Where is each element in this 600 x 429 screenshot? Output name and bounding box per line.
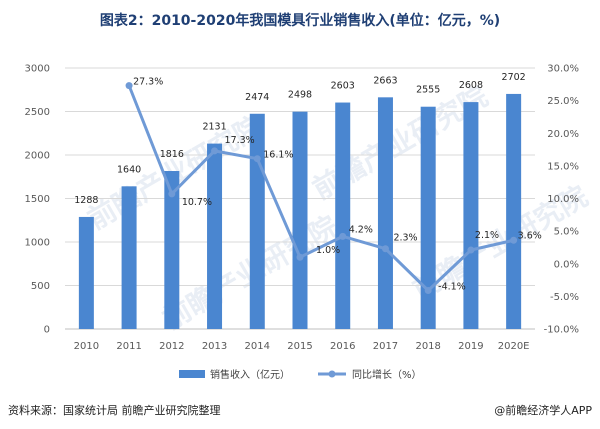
bar-value-label: 1640 [117, 164, 141, 175]
left-tick-label: 0 [44, 325, 50, 336]
left-axis: 0 500 1000 1500 2000 2500 3000 [25, 64, 50, 336]
bar-value-label: 2608 [459, 80, 483, 91]
growth-point [381, 245, 389, 253]
growth-value-label: 10.7% [182, 197, 212, 208]
right-tick-label: 10.0% [547, 194, 579, 205]
right-tick-label: 0.0% [554, 259, 579, 270]
growth-value-label: -4.1% [438, 282, 466, 293]
growth-line [127, 85, 514, 293]
bar [207, 143, 223, 329]
bar-value-label: 1816 [160, 149, 184, 160]
growth-point [168, 190, 176, 198]
bar-value-label: 1288 [74, 195, 98, 206]
x-tick-label: 2014 [245, 341, 270, 352]
legend-line-marker [328, 370, 336, 378]
left-tick-label: 2000 [25, 151, 50, 162]
right-tick-label: 30.0% [547, 64, 579, 75]
growth-point [253, 155, 261, 163]
x-tick-label: 2020E [498, 341, 530, 352]
growth-value-label: 2.3% [393, 233, 417, 244]
growth-point [296, 253, 304, 261]
legend-line-label: 同比增长（%） [352, 368, 422, 381]
left-tick-label: 2500 [25, 107, 50, 118]
growth-value-label: 27.3% [133, 77, 163, 88]
x-tick-label: 2012 [159, 341, 184, 352]
growth-value-label: 17.3% [225, 135, 255, 146]
x-tick-label: 2017 [373, 341, 398, 352]
legend-bar-label: 销售收入（亿元） [210, 368, 290, 381]
bar [78, 216, 94, 329]
x-tick-label: 2010 [74, 341, 99, 352]
bar-value-label: 2663 [373, 75, 397, 86]
bar-value-label: 2131 [202, 122, 226, 133]
x-tick-label: 2019 [458, 341, 483, 352]
growth-point [125, 82, 133, 90]
left-tick-label: 1000 [25, 238, 50, 249]
bar [249, 113, 265, 330]
bar [121, 186, 137, 329]
growth-point [211, 147, 219, 155]
bar-value-label: 2555 [416, 85, 440, 96]
bar [377, 97, 393, 329]
bar-series [78, 93, 522, 330]
right-axis: -10.0% -5.0% 0.0% 5.0% 10.0% 15.0% 20.0% 25.0% 3… [544, 64, 579, 336]
bar [463, 102, 479, 329]
left-tick-label: 1500 [25, 194, 50, 205]
right-tick-label: 15.0% [547, 161, 579, 172]
growth-point [339, 232, 347, 240]
growth-point [467, 246, 475, 254]
bar [420, 106, 436, 329]
right-tick-label: 20.0% [547, 129, 579, 140]
right-tick-label: 5.0% [554, 227, 579, 238]
bar [292, 111, 308, 329]
right-tick-label: -10.0% [544, 325, 579, 336]
growth-value-label: 2.1% [475, 230, 499, 241]
legend: 销售收入（亿元） 同比增长（%） [179, 368, 422, 381]
right-tick-label: -5.0% [550, 292, 579, 303]
x-tick-label: 2015 [287, 341, 312, 352]
growth-point [424, 287, 432, 295]
growth-value-labels: 27.3% 10.7% 17.3% 16.1% 1.0% 4.2% 2.3% -4.1% 2.1… [133, 77, 542, 293]
bar [335, 102, 351, 329]
growth-value-label: 1.0% [316, 245, 340, 256]
growth-value-label: 4.2% [349, 224, 373, 235]
growth-value-label: 16.1% [263, 150, 293, 161]
chart-title: 图表2：2010-2020年我国模具行业销售收入(单位：亿元，%) [99, 13, 501, 29]
bar-value-labels: 1288 1640 1816 2131 2474 2498 2603 2663 2555 2608… [74, 72, 525, 206]
right-tick-label: 25.0% [547, 96, 579, 107]
left-tick-label: 3000 [25, 64, 50, 75]
bar-value-label: 2702 [502, 72, 526, 83]
left-tick-label: 500 [31, 281, 50, 292]
x-tick-label: 2013 [202, 341, 227, 352]
source-note: 资料来源：国家统计局 前瞻产业研究院整理 [8, 404, 221, 417]
x-tick-label: 2018 [415, 341, 440, 352]
brand-credit: @前瞻经济学人APP [494, 404, 592, 417]
x-axis: 2010 2011 2012 2013 2014 2015 2016 2017 2018 2019… [74, 341, 530, 352]
growth-point [510, 236, 518, 244]
growth-line-series [125, 82, 518, 295]
x-tick-label: 2011 [116, 341, 141, 352]
legend-bar-swatch [179, 370, 205, 378]
bar-value-label: 2498 [288, 90, 312, 101]
x-tick-label: 2016 [330, 341, 355, 352]
bar-value-label: 2603 [331, 81, 355, 92]
bar [506, 93, 522, 330]
bar [164, 171, 180, 329]
growth-value-label: 3.6% [518, 230, 542, 241]
bar-value-label: 2474 [245, 92, 269, 103]
